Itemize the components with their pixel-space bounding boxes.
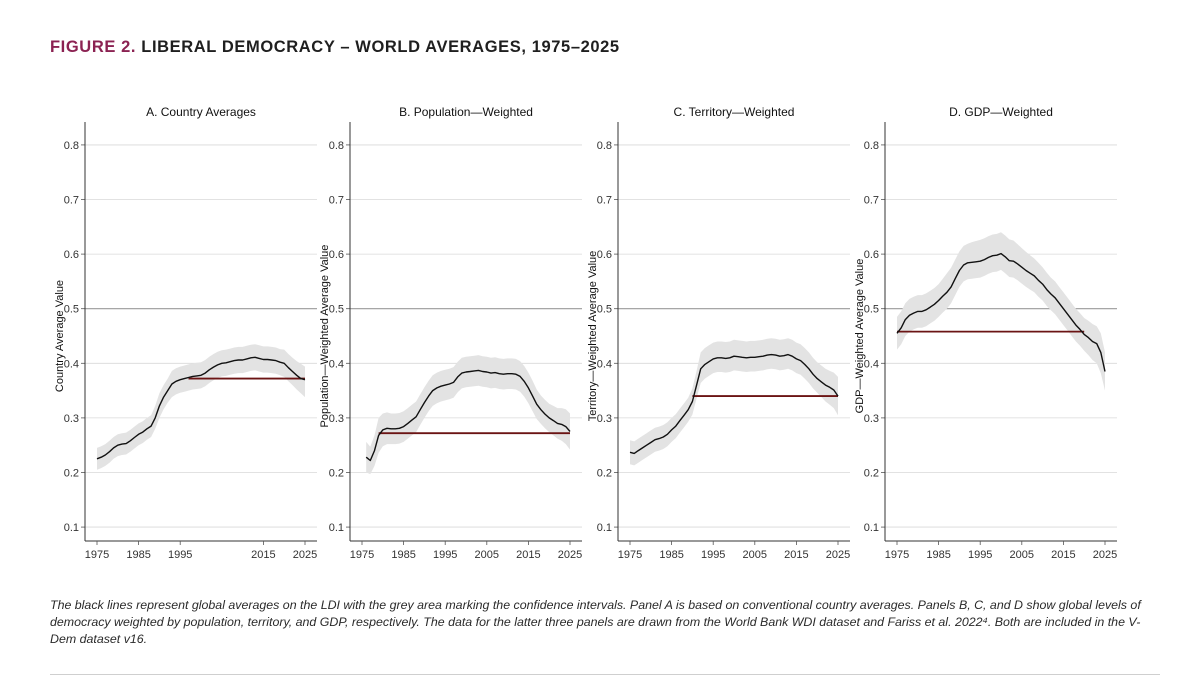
average-line bbox=[96, 356, 306, 460]
x-tick-label: 2015 bbox=[516, 549, 540, 561]
confidence-band bbox=[366, 355, 570, 475]
confidence-band bbox=[97, 344, 305, 470]
y-tick-label: 0.7 bbox=[864, 195, 879, 207]
y-tick-label: 0.7 bbox=[64, 195, 79, 207]
y-tick-label: 0.5 bbox=[64, 304, 79, 316]
y-tick-label: 0.6 bbox=[64, 249, 79, 261]
y-axis-label: Country Average Value bbox=[54, 280, 66, 392]
x-tick-label: 1975 bbox=[885, 549, 909, 561]
y-tick-label: 0.1 bbox=[864, 522, 879, 534]
x-tick-label: 1985 bbox=[126, 549, 150, 561]
confidence-band bbox=[897, 232, 1105, 391]
y-tick-label: 0.4 bbox=[597, 358, 612, 370]
average-line bbox=[896, 252, 1106, 372]
x-tick-label: 2005 bbox=[475, 549, 499, 561]
x-tick-label: 1975 bbox=[350, 549, 374, 561]
average-line bbox=[365, 369, 571, 462]
y-tick-label: 0.1 bbox=[64, 522, 79, 534]
y-tick-label: 0.5 bbox=[597, 304, 612, 316]
y-tick-label: 0.6 bbox=[329, 249, 344, 261]
figure-number: FIGURE 2. bbox=[50, 38, 137, 56]
y-tick-label: 0.6 bbox=[864, 249, 879, 261]
panel-title: C. Territory—Weighted bbox=[674, 105, 795, 119]
chart-panel: A. Country Averages Country Average Value… bbox=[54, 105, 317, 561]
x-tick-label: 1995 bbox=[433, 549, 457, 561]
y-tick-label: 0.1 bbox=[329, 522, 344, 534]
x-tick-label: 2015 bbox=[784, 549, 808, 561]
confidence-band bbox=[630, 338, 838, 466]
x-tick-label: 2025 bbox=[558, 549, 582, 561]
chart-panel: D. GDP—Weighted GDP—Weighted Average Valu… bbox=[854, 105, 1117, 561]
y-tick-label: 0.3 bbox=[597, 413, 612, 425]
y-tick-label: 0.7 bbox=[597, 195, 612, 207]
y-tick-label: 0.3 bbox=[329, 413, 344, 425]
figure-heading: LIBERAL DEMOCRACY – WORLD AVERAGES, 1975… bbox=[141, 38, 620, 56]
y-tick-label: 0.2 bbox=[329, 467, 344, 479]
y-tick-label: 0.5 bbox=[329, 304, 344, 316]
average-line bbox=[629, 353, 839, 455]
y-tick-label: 0.1 bbox=[597, 522, 612, 534]
x-tick-label: 2015 bbox=[1051, 549, 1075, 561]
y-tick-label: 0.2 bbox=[597, 467, 612, 479]
x-tick-label: 2025 bbox=[1093, 549, 1117, 561]
y-axis-label: Population—Weighted Average Value bbox=[319, 245, 331, 428]
y-tick-label: 0.2 bbox=[64, 467, 79, 479]
figure-caption: The black lines represent global average… bbox=[50, 598, 1141, 646]
chart-panel: B. Population—Weighted Population—Weighte… bbox=[319, 105, 582, 561]
chart-panel: C. Territory—Weighted Territory—Weighted … bbox=[587, 105, 850, 561]
x-tick-label: 2015 bbox=[251, 549, 275, 561]
y-tick-label: 0.8 bbox=[329, 140, 344, 152]
y-tick-label: 0.3 bbox=[64, 413, 79, 425]
y-tick-label: 0.8 bbox=[597, 140, 612, 152]
x-tick-label: 1985 bbox=[659, 549, 683, 561]
y-tick-label: 0.4 bbox=[864, 358, 879, 370]
figure-title: FIGURE 2. LIBERAL DEMOCRACY – WORLD AVER… bbox=[50, 38, 620, 57]
x-tick-label: 1995 bbox=[168, 549, 192, 561]
y-tick-label: 0.6 bbox=[597, 249, 612, 261]
x-tick-label: 1995 bbox=[701, 549, 725, 561]
y-tick-label: 0.4 bbox=[64, 358, 79, 370]
x-tick-label: 2005 bbox=[1010, 549, 1034, 561]
y-tick-label: 0.7 bbox=[329, 195, 344, 207]
panel-title: D. GDP—Weighted bbox=[949, 105, 1053, 119]
y-axis-label: Territory—Weighted Average Value bbox=[587, 251, 599, 422]
x-tick-label: 2025 bbox=[826, 549, 850, 561]
x-tick-label: 2005 bbox=[743, 549, 767, 561]
panel-title: B. Population—Weighted bbox=[399, 105, 533, 119]
y-tick-label: 0.5 bbox=[864, 304, 879, 316]
x-tick-label: 1985 bbox=[926, 549, 950, 561]
x-tick-label: 2025 bbox=[293, 549, 317, 561]
panel-title: A. Country Averages bbox=[146, 105, 256, 119]
y-tick-label: 0.3 bbox=[864, 413, 879, 425]
y-tick-label: 0.8 bbox=[864, 140, 879, 152]
y-tick-label: 0.2 bbox=[864, 467, 879, 479]
charts-area: A. Country Averages Country Average Value… bbox=[54, 105, 1117, 561]
x-tick-label: 1975 bbox=[618, 549, 642, 561]
x-tick-label: 1985 bbox=[391, 549, 415, 561]
y-axis-label: GDP—Weighted Average Value bbox=[854, 259, 866, 414]
x-tick-label: 1975 bbox=[85, 549, 109, 561]
y-tick-label: 0.8 bbox=[64, 140, 79, 152]
x-tick-label: 1995 bbox=[968, 549, 992, 561]
y-tick-label: 0.4 bbox=[329, 358, 344, 370]
